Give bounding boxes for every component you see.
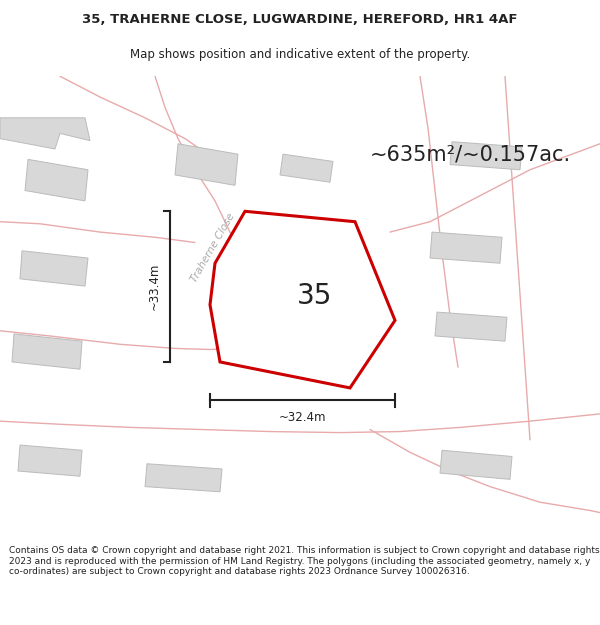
Text: ~635m²/~0.157ac.: ~635m²/~0.157ac. (370, 144, 571, 164)
Polygon shape (20, 251, 88, 286)
Text: 35: 35 (296, 282, 332, 310)
Text: ~33.4m: ~33.4m (148, 263, 161, 310)
Polygon shape (0, 118, 90, 149)
Polygon shape (145, 464, 222, 492)
Polygon shape (280, 154, 333, 182)
Polygon shape (430, 232, 502, 263)
Polygon shape (175, 144, 238, 186)
Polygon shape (12, 334, 82, 369)
Text: Contains OS data © Crown copyright and database right 2021. This information is : Contains OS data © Crown copyright and d… (9, 546, 599, 576)
Polygon shape (210, 211, 395, 388)
Text: Traherne Close: Traherne Close (189, 211, 237, 284)
Text: 35, TRAHERNE CLOSE, LUGWARDINE, HEREFORD, HR1 4AF: 35, TRAHERNE CLOSE, LUGWARDINE, HEREFORD… (82, 12, 518, 26)
Polygon shape (265, 272, 342, 313)
Polygon shape (450, 142, 522, 170)
Polygon shape (25, 159, 88, 201)
Polygon shape (440, 450, 512, 479)
Polygon shape (18, 445, 82, 476)
Text: Map shows position and indicative extent of the property.: Map shows position and indicative extent… (130, 48, 470, 61)
Polygon shape (435, 312, 507, 341)
Text: ~32.4m: ~32.4m (279, 411, 326, 424)
